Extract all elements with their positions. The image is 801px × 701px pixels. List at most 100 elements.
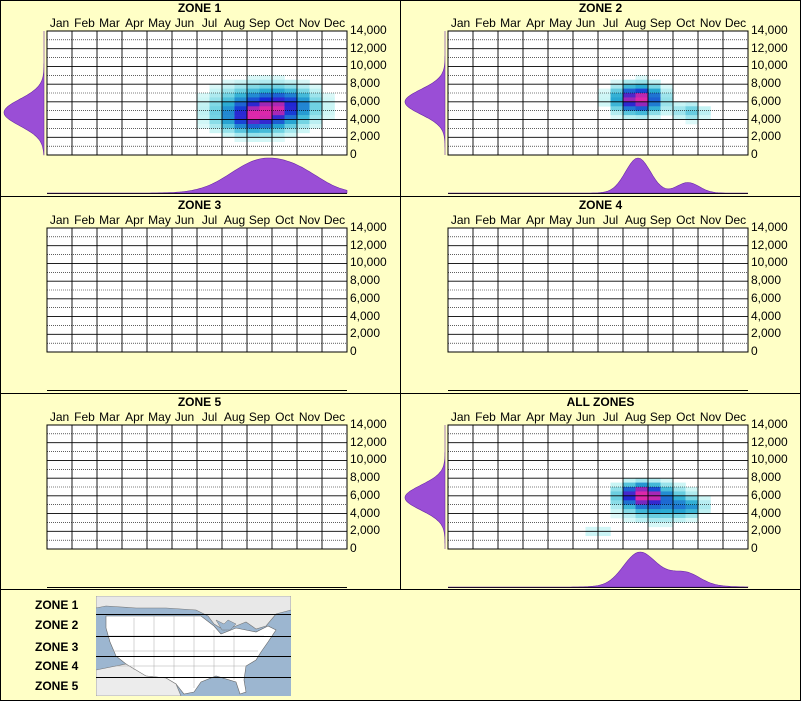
heatmap-cell [623, 84, 636, 89]
heatmap-cell [284, 106, 298, 112]
chart-title: ZONE 3 [177, 198, 222, 212]
elevation-tick-label: 6,000 [350, 93, 381, 108]
heatmap-cell [309, 84, 323, 89]
heatmap-cell [698, 110, 711, 116]
elevation-tick-label: 2,000 [751, 129, 782, 144]
heatmap-cell [297, 124, 310, 129]
chart-title: ZONE 4 [578, 198, 623, 212]
month-tick-label: Oct [275, 410, 294, 424]
heatmap-cell [209, 106, 223, 112]
heatmap-cell [660, 509, 674, 514]
elevation-tick-label: 8,000 [350, 273, 381, 288]
elevation-tick-label: 4,000 [751, 111, 782, 126]
elevation-tick-label: 4,000 [350, 111, 381, 126]
month-tick-label: Apr [526, 16, 545, 30]
heatmap-cell [259, 75, 273, 81]
month-tick-label: Aug [624, 16, 647, 30]
heatmap-cell [648, 110, 661, 116]
heatmap-cell [247, 119, 260, 125]
heatmap-cell [623, 79, 636, 85]
heatmap-cell [610, 110, 624, 116]
heatmap-cell [259, 97, 273, 103]
heatmap-cell [284, 84, 298, 89]
elevation-tick-label: 0 [350, 344, 357, 358]
heatmap-cell [623, 487, 636, 492]
heatmap-cell [610, 509, 624, 514]
heatmap-cell [610, 79, 624, 85]
heatmap-cell [585, 531, 599, 537]
heatmap-cell [660, 491, 674, 497]
month-tick-label: Feb [475, 16, 496, 30]
elevation-tick-label: 8,000 [350, 76, 381, 91]
heatmap-cell [272, 137, 285, 143]
heatmap-cell [685, 500, 699, 506]
chart-panel-5: ZONE 5 Jan Feb Mar Apr May Jun Jul Aug Sep Oct Nov D… [0, 394, 399, 589]
heatmap-cell [598, 93, 611, 98]
heatmap-cell [209, 84, 223, 89]
elevation-tick-label: 12,000 [751, 434, 788, 449]
chart-title: ZONE 1 [177, 1, 222, 15]
heatmap-cell [673, 491, 686, 497]
month-tick-label: Jul [602, 410, 619, 424]
heatmap-cell [209, 88, 223, 94]
elevation-tick-label: 0 [751, 344, 758, 358]
heatmap-cell [322, 93, 335, 98]
month-tick-label: May [549, 16, 572, 30]
plot-border [447, 30, 749, 156]
heatmap-cell [247, 75, 260, 81]
month-tick-label: Dec [724, 213, 747, 227]
heatmap-cell [272, 115, 285, 120]
heatmap-cell [623, 491, 636, 497]
heatmap-cell [648, 101, 661, 107]
month-tick-label: Mar [500, 213, 521, 227]
heatmap-cell [247, 132, 260, 138]
heatmap-cell [209, 119, 223, 125]
month-tick-label: Jul [201, 16, 218, 30]
heatmap-cell [259, 132, 273, 138]
heatmap-cell [272, 101, 285, 107]
month-tick-label: Jan [49, 16, 70, 30]
month-tick-label: May [549, 213, 572, 227]
heatmap-cell [685, 518, 699, 523]
heatmap-cell [635, 97, 649, 103]
heatmap-cell [610, 500, 624, 506]
month-tick-label: Nov [699, 16, 722, 30]
month-tick-label: Aug [624, 213, 647, 227]
heatmap-cell [284, 93, 298, 98]
heatmap-cell [673, 518, 686, 523]
heatmap-cell [322, 115, 335, 120]
heatmap-cell [648, 482, 661, 488]
month-tick-label: Jun [575, 213, 596, 227]
heatmap-cell [197, 115, 210, 120]
heatmap-cell [297, 119, 310, 125]
heatmap-cell [673, 482, 686, 488]
plot-border [46, 30, 348, 156]
heatmap-cell [648, 495, 661, 501]
elevation-tick-label: 4,000 [751, 505, 782, 520]
chart-panel-2: ZONE 2 Jan Feb Mar Apr May Jun Jul Aug Sep Oct Nov D… [401, 0, 800, 195]
heatmap-cell [209, 128, 223, 134]
month-distribution-profile [47, 157, 348, 194]
heatmap-cell [623, 106, 636, 112]
month-tick-label: Nov [699, 410, 722, 424]
month-tick-label: Oct [676, 16, 695, 30]
heatmap-cell [610, 513, 624, 519]
month-tick-label: Nov [699, 213, 722, 227]
elevation-tick-label: 6,000 [350, 290, 381, 305]
heatmap-cell [610, 88, 624, 94]
heatmap-cell [234, 110, 248, 116]
heatmap-cell [635, 75, 649, 81]
heatmap-cell [234, 101, 248, 107]
month-tick-label: Jun [174, 16, 195, 30]
month-tick-label: Aug [223, 410, 246, 424]
heatmap-cell [623, 478, 636, 483]
heatmap-cell [698, 500, 711, 506]
heatmap-cell [297, 97, 310, 103]
legend-zone-2-label: ZONE 2 [35, 618, 79, 632]
elevation-tick-label: 8,000 [350, 470, 381, 485]
heatmap-cell [247, 84, 260, 89]
elevation-tick-label: 0 [751, 541, 758, 555]
heatmap-cell [309, 101, 323, 107]
heatmap-cell [272, 110, 285, 116]
heatmap-cell [297, 115, 310, 120]
